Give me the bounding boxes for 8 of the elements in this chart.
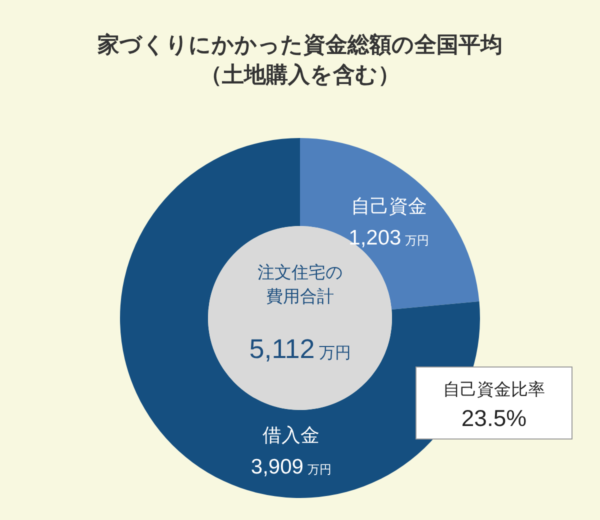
- text: 23.5%: [461, 405, 527, 431]
- text: 自己資金比率: [443, 380, 545, 399]
- chart-title: 家づくりにかかった資金総額の全国平均: [96, 32, 502, 57]
- slice-label: 自己資金: [350, 196, 427, 218]
- text: 費用合計: [266, 287, 334, 306]
- text: 注文住宅の: [258, 263, 342, 282]
- chart-subtitle: （土地購入を含む）: [200, 62, 400, 87]
- slice-label: 借入金: [262, 426, 320, 447]
